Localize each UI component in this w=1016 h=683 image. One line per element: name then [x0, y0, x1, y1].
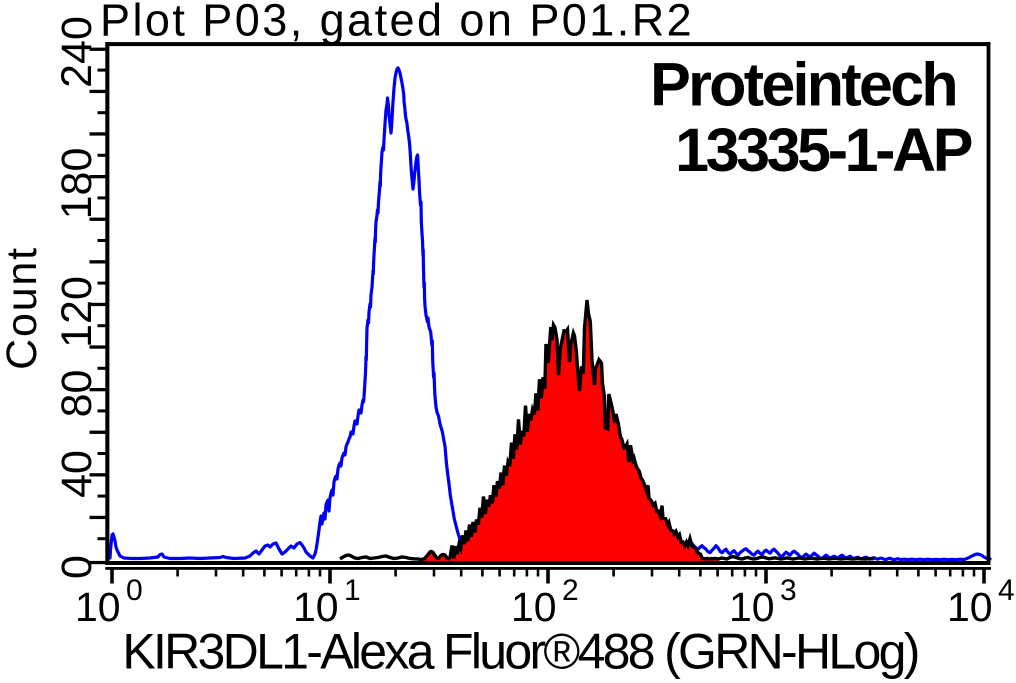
svg-text:0: 0 [126, 574, 143, 607]
svg-text:240: 240 [53, 16, 101, 88]
svg-text:3: 3 [780, 574, 797, 607]
svg-text:4: 4 [998, 574, 1015, 607]
svg-text:13335-1-AP: 13335-1-AP [675, 116, 972, 184]
svg-text:10: 10 [947, 584, 993, 630]
svg-text:Count: Count [0, 246, 46, 370]
svg-text:0: 0 [53, 555, 101, 579]
svg-text:80: 80 [53, 370, 101, 418]
svg-text:180: 180 [53, 148, 101, 220]
svg-text:KIR3DL1-Alexa Fluor®488 (GRN-H: KIR3DL1-Alexa Fluor®488 (GRN-HLog) [122, 624, 917, 680]
svg-text:2: 2 [562, 574, 579, 607]
svg-text:1: 1 [344, 574, 361, 607]
svg-text:120: 120 [53, 276, 101, 348]
svg-text:Proteintech: Proteintech [650, 51, 956, 119]
svg-text:Plot P03, gated on P01.R2: Plot P03, gated on P01.R2 [100, 0, 694, 46]
svg-text:10: 10 [729, 584, 775, 630]
svg-text:10: 10 [511, 584, 557, 630]
svg-text:10: 10 [293, 584, 339, 630]
svg-text:10: 10 [75, 584, 121, 630]
svg-text:40: 40 [53, 450, 101, 498]
